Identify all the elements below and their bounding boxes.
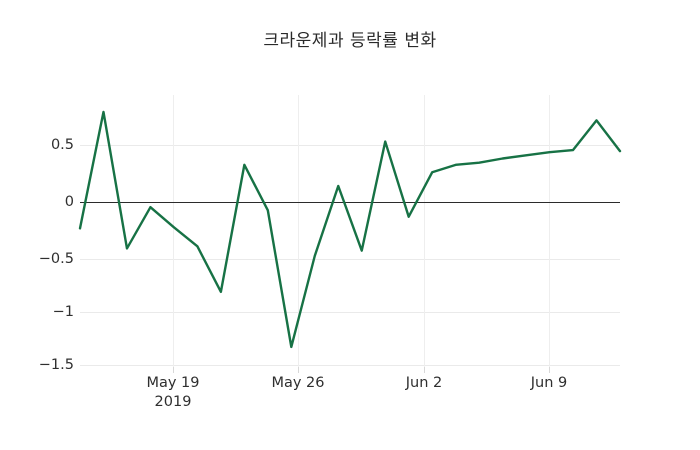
vgridline-may-19 xyxy=(173,95,174,367)
plot-area xyxy=(78,95,622,367)
gridline-0.5 xyxy=(80,145,620,146)
xtick-mark-jun-9 xyxy=(549,367,550,373)
xtick-label-jun-2: Jun 2 xyxy=(405,375,443,391)
xtick-label-may-19: May 19 2019 xyxy=(146,375,200,410)
xtick-mark-may-26 xyxy=(298,367,299,373)
xtick-mark-jun-2 xyxy=(424,367,425,373)
xtick-label-may-26: May 26 xyxy=(271,375,325,391)
ytick-label-minus-1: −1 xyxy=(52,304,74,320)
series-polyline xyxy=(78,110,622,349)
ytick-label-minus-1.5: −1.5 xyxy=(38,357,74,373)
ytick-label-minus-0.5: −0.5 xyxy=(38,251,74,267)
ytick-label-0: 0 xyxy=(64,194,74,210)
ytick-label-0.5: 0.5 xyxy=(50,137,74,153)
vgridline-jun-2 xyxy=(424,95,425,367)
series-line xyxy=(78,110,622,349)
gridline-minus-0.5 xyxy=(80,259,620,260)
xtick-label-jun-9: Jun 9 xyxy=(530,375,568,391)
gridline-minus-1 xyxy=(80,312,620,313)
vgridline-jun-9 xyxy=(549,95,550,367)
vgridline-may-26 xyxy=(298,95,299,367)
chart-title: 크라운제과 등락률 변화 xyxy=(263,31,437,51)
xtick-mark-may-19 xyxy=(173,367,174,373)
zero-reference-line xyxy=(80,202,620,203)
gridline-minus-1.5 xyxy=(80,365,620,366)
